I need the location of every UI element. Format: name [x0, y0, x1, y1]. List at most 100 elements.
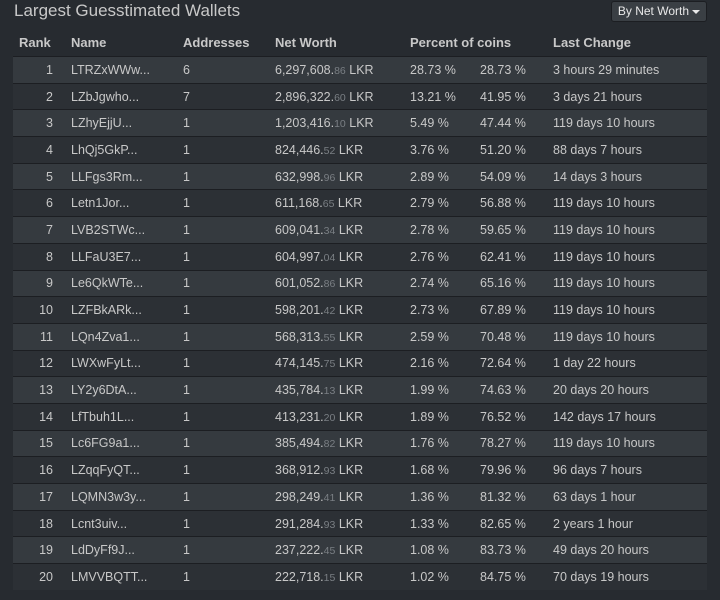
table-row[interactable]: 16 LZqqFyQT... 1 368,912.93 LKR 1.68 % 79.96 … [13, 456, 707, 484]
wallet-name-cell[interactable]: LZbJgwho... [71, 82, 183, 110]
net-worth-main: 385,494. [275, 436, 324, 451]
table-row[interactable]: 18 Lcnt3uiv... 1 291,284.93 LKR 1.33 % 82.65 … [13, 509, 707, 537]
table-row[interactable]: 3 LZhyEjjU... 1 1,203,416.10 LKR 5.49 % 47.44… [13, 109, 707, 137]
column-header-addresses[interactable]: Addresses [183, 35, 250, 50]
wallet-name-link[interactable]: LhQj5GkP... [71, 142, 138, 157]
wallet-name-cell[interactable]: LdDyFf9J... [71, 536, 183, 564]
net-worth-cell: 474,145.75 LKR [275, 349, 410, 377]
table-row[interactable]: 9 Le6QkWTe... 1 601,052.86 LKR 2.74 % 65.16 %… [13, 269, 707, 297]
net-worth-cell: 598,201.42 LKR [275, 296, 410, 324]
rank-cell: 3 [13, 109, 71, 137]
table-row[interactable]: 1 LTRZxWWw... 6 6,297,608.86 LKR 28.73 % 28.7… [13, 56, 707, 84]
wallet-name-cell[interactable]: LWXwFyLt... [71, 349, 183, 377]
wallet-name-cell[interactable]: LZhyEjjU... [71, 109, 183, 137]
addresses-cell: 1 [183, 456, 275, 484]
table-row[interactable]: 10 LZFBkARk... 1 598,201.42 LKR 2.73 % 67.89 … [13, 296, 707, 324]
rank-cell: 10 [13, 296, 71, 324]
wallet-name-cell[interactable]: LVB2STWc... [71, 216, 183, 244]
currency-label: LKR [338, 436, 364, 451]
wallet-name-link[interactable]: LZhyEjjU... [71, 116, 133, 131]
wallet-name-link[interactable]: LdDyFf9J... [71, 543, 135, 558]
column-header-name[interactable]: Name [71, 35, 107, 50]
wallet-name-cell[interactable]: LfTbuh1L... [71, 402, 183, 431]
wallet-name-link[interactable]: Lcnt3uiv... [71, 516, 128, 531]
wallet-name-cell[interactable]: LQMN3w3y... [71, 483, 183, 511]
table-row[interactable]: 4 LhQj5GkP... 1 824,446.52 LKR 3.76 % 51.20 %… [13, 136, 707, 164]
currency-label: LKR [338, 222, 364, 237]
net-worth-main: 632,998. [275, 169, 324, 184]
wallet-name-cell[interactable]: LLFgs3Rm... [71, 162, 183, 190]
wallet-name-link[interactable]: Letn1Jor... [71, 196, 130, 211]
wallet-name-link[interactable]: LLFgs3Rm... [71, 169, 143, 184]
wallet-name-link[interactable]: LWXwFyLt... [71, 356, 141, 371]
wallet-name-cell[interactable]: Le6QkWTe... [71, 269, 183, 297]
table-row[interactable]: 2 LZbJgwho... 7 2,896,322.60 LKR 13.21 % 41.9… [13, 82, 707, 110]
wallet-name-cell[interactable]: Lcnt3uiv... [71, 509, 183, 537]
table-row[interactable]: 20 LMVVBQTT... 1 222,718.15 LKR 1.02 % 84.75 … [13, 563, 707, 591]
last-change-cell: 70 days 19 hours [553, 563, 707, 591]
percent-cell: 1.68 % [410, 456, 480, 484]
wallet-name-cell[interactable]: Letn1Jor... [71, 189, 183, 217]
addresses-cell: 1 [183, 376, 275, 404]
net-worth-main: 598,201. [275, 303, 324, 318]
wallet-name-link[interactable]: LZbJgwho... [71, 89, 140, 104]
wallet-name-link[interactable]: Le6QkWTe... [71, 276, 144, 291]
rank-cell: 14 [13, 402, 71, 431]
net-worth-cell: 1,203,416.10 LKR [275, 109, 410, 137]
wallet-name-cell[interactable]: LQn4Zva1... [71, 322, 183, 351]
net-worth-main: 237,222. [275, 543, 324, 558]
wallet-name-link[interactable]: LLFaU3E7... [71, 249, 142, 264]
table-row[interactable]: 19 LdDyFf9J... 1 237,222.45 LKR 1.08 % 83.73 … [13, 536, 707, 564]
table-row[interactable]: 8 LLFaU3E7... 1 604,997.04 LKR 2.76 % 62.41 %… [13, 242, 707, 270]
wallet-name-link[interactable]: LQMN3w3y... [71, 489, 146, 504]
table-row[interactable]: 6 Letn1Jor... 1 611,168.65 LKR 2.79 % 56.88 %… [13, 189, 707, 217]
currency-label: LKR [338, 249, 364, 264]
addresses-cell: 1 [183, 483, 275, 511]
percent-cell: 1.89 % [410, 402, 480, 431]
wallet-name-cell[interactable]: LZqqFyQT... [71, 456, 183, 484]
wallet-name-link[interactable]: LTRZxWWw... [71, 62, 150, 77]
currency-label: LKR [338, 276, 364, 291]
wallet-name-link[interactable]: LVB2STWc... [71, 222, 146, 237]
wallet-name-cell[interactable]: LY2y6DtA... [71, 376, 183, 404]
table-row[interactable]: 17 LQMN3w3y... 1 298,249.41 LKR 1.36 % 81.32 … [13, 483, 707, 511]
table-row[interactable]: 5 LLFgs3Rm... 1 632,998.96 LKR 2.89 % 54.09 %… [13, 162, 707, 190]
wallet-name-link[interactable]: LfTbuh1L... [71, 409, 135, 424]
table-row[interactable]: 15 Lc6FG9a1... 1 385,494.82 LKR 1.76 % 78.27 … [13, 429, 707, 457]
wallet-name-cell[interactable]: LTRZxWWw... [71, 56, 183, 84]
table-row[interactable]: 11 LQn4Zva1... 1 568,313.55 LKR 2.59 % 70.48 … [13, 322, 707, 351]
table-row[interactable]: 13 LY2y6DtA... 1 435,784.13 LKR 1.99 % 74.63 … [13, 376, 707, 404]
net-worth-cell: 824,446.52 LKR [275, 136, 410, 164]
net-worth-cell: 6,297,608.86 LKR [275, 56, 410, 84]
rank-cell: 20 [13, 563, 71, 591]
wallet-name-link[interactable]: LY2y6DtA... [71, 383, 137, 398]
wallet-name-cell[interactable]: LLFaU3E7... [71, 242, 183, 270]
rank-cell: 1 [13, 56, 71, 84]
net-worth-main: 609,041. [275, 222, 324, 237]
table-row[interactable]: 7 LVB2STWc... 1 609,041.34 LKR 2.78 % 59.65 %… [13, 216, 707, 244]
wallet-name-cell[interactable]: LMVVBQTT... [71, 563, 183, 591]
last-change-cell: 3 hours 29 minutes [553, 56, 707, 84]
addresses-cell: 1 [183, 296, 275, 324]
table-row[interactable]: 14 LfTbuh1L... 1 413,231.20 LKR 1.89 % 76.52 … [13, 402, 707, 431]
column-header-net-worth[interactable]: Net Worth [275, 35, 337, 50]
addresses-cell: 1 [183, 536, 275, 564]
column-header-percent[interactable]: Percent of coins [410, 35, 512, 50]
wallet-name-cell[interactable]: Lc6FG9a1... [71, 429, 183, 457]
cumulative-percent-cell: 62.41 % [480, 242, 553, 270]
wallet-name-link[interactable]: LQn4Zva1... [71, 329, 140, 344]
wallet-name-link[interactable]: LMVVBQTT... [71, 570, 148, 585]
column-header-rank[interactable]: Rank [19, 35, 51, 50]
currency-label: LKR [338, 169, 364, 184]
net-worth-decimals: 86 [323, 278, 336, 291]
wallet-name-cell[interactable]: LhQj5GkP... [71, 136, 183, 164]
wallet-name-link[interactable]: Lc6FG9a1... [71, 436, 140, 451]
cumulative-percent-cell: 82.65 % [480, 509, 553, 537]
net-worth-cell: 368,912.93 LKR [275, 456, 410, 484]
wallet-name-link[interactable]: LZqqFyQT... [71, 463, 140, 478]
table-row[interactable]: 12 LWXwFyLt... 1 474,145.75 LKR 2.16 % 72.64 … [13, 349, 707, 377]
column-header-last-change[interactable]: Last Change [553, 35, 632, 50]
wallet-name-cell[interactable]: LZFBkARk... [71, 296, 183, 324]
sort-dropdown-button[interactable]: By Net Worth [610, 1, 707, 22]
wallet-name-link[interactable]: LZFBkARk... [71, 303, 142, 318]
